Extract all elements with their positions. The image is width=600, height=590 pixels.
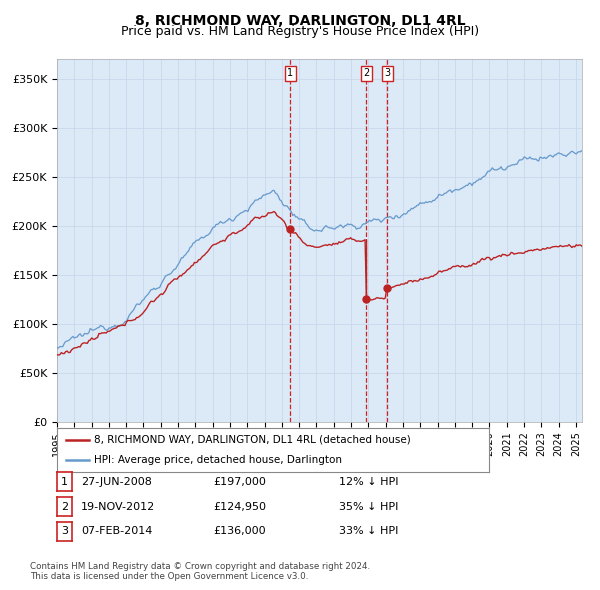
Text: 27-JUN-2008: 27-JUN-2008 xyxy=(81,477,152,487)
Text: 1: 1 xyxy=(287,68,293,78)
Text: 2: 2 xyxy=(364,68,370,78)
Text: 8, RICHMOND WAY, DARLINGTON, DL1 4RL (detached house): 8, RICHMOND WAY, DARLINGTON, DL1 4RL (de… xyxy=(94,435,410,445)
Text: £197,000: £197,000 xyxy=(213,477,266,487)
Text: 19-NOV-2012: 19-NOV-2012 xyxy=(81,502,155,512)
Text: 12% ↓ HPI: 12% ↓ HPI xyxy=(339,477,398,487)
Text: £124,950: £124,950 xyxy=(213,502,266,512)
Text: 07-FEB-2014: 07-FEB-2014 xyxy=(81,526,152,536)
Text: Contains HM Land Registry data © Crown copyright and database right 2024.
This d: Contains HM Land Registry data © Crown c… xyxy=(30,562,370,581)
Text: 33% ↓ HPI: 33% ↓ HPI xyxy=(339,526,398,536)
Text: 3: 3 xyxy=(384,68,390,78)
Text: Price paid vs. HM Land Registry's House Price Index (HPI): Price paid vs. HM Land Registry's House … xyxy=(121,25,479,38)
Text: 8, RICHMOND WAY, DARLINGTON, DL1 4RL: 8, RICHMOND WAY, DARLINGTON, DL1 4RL xyxy=(134,14,466,28)
Text: 35% ↓ HPI: 35% ↓ HPI xyxy=(339,502,398,512)
Text: 2: 2 xyxy=(61,502,68,512)
Text: 1: 1 xyxy=(61,477,68,487)
Text: HPI: Average price, detached house, Darlington: HPI: Average price, detached house, Darl… xyxy=(94,455,342,465)
Text: 3: 3 xyxy=(61,526,68,536)
Text: £136,000: £136,000 xyxy=(213,526,266,536)
